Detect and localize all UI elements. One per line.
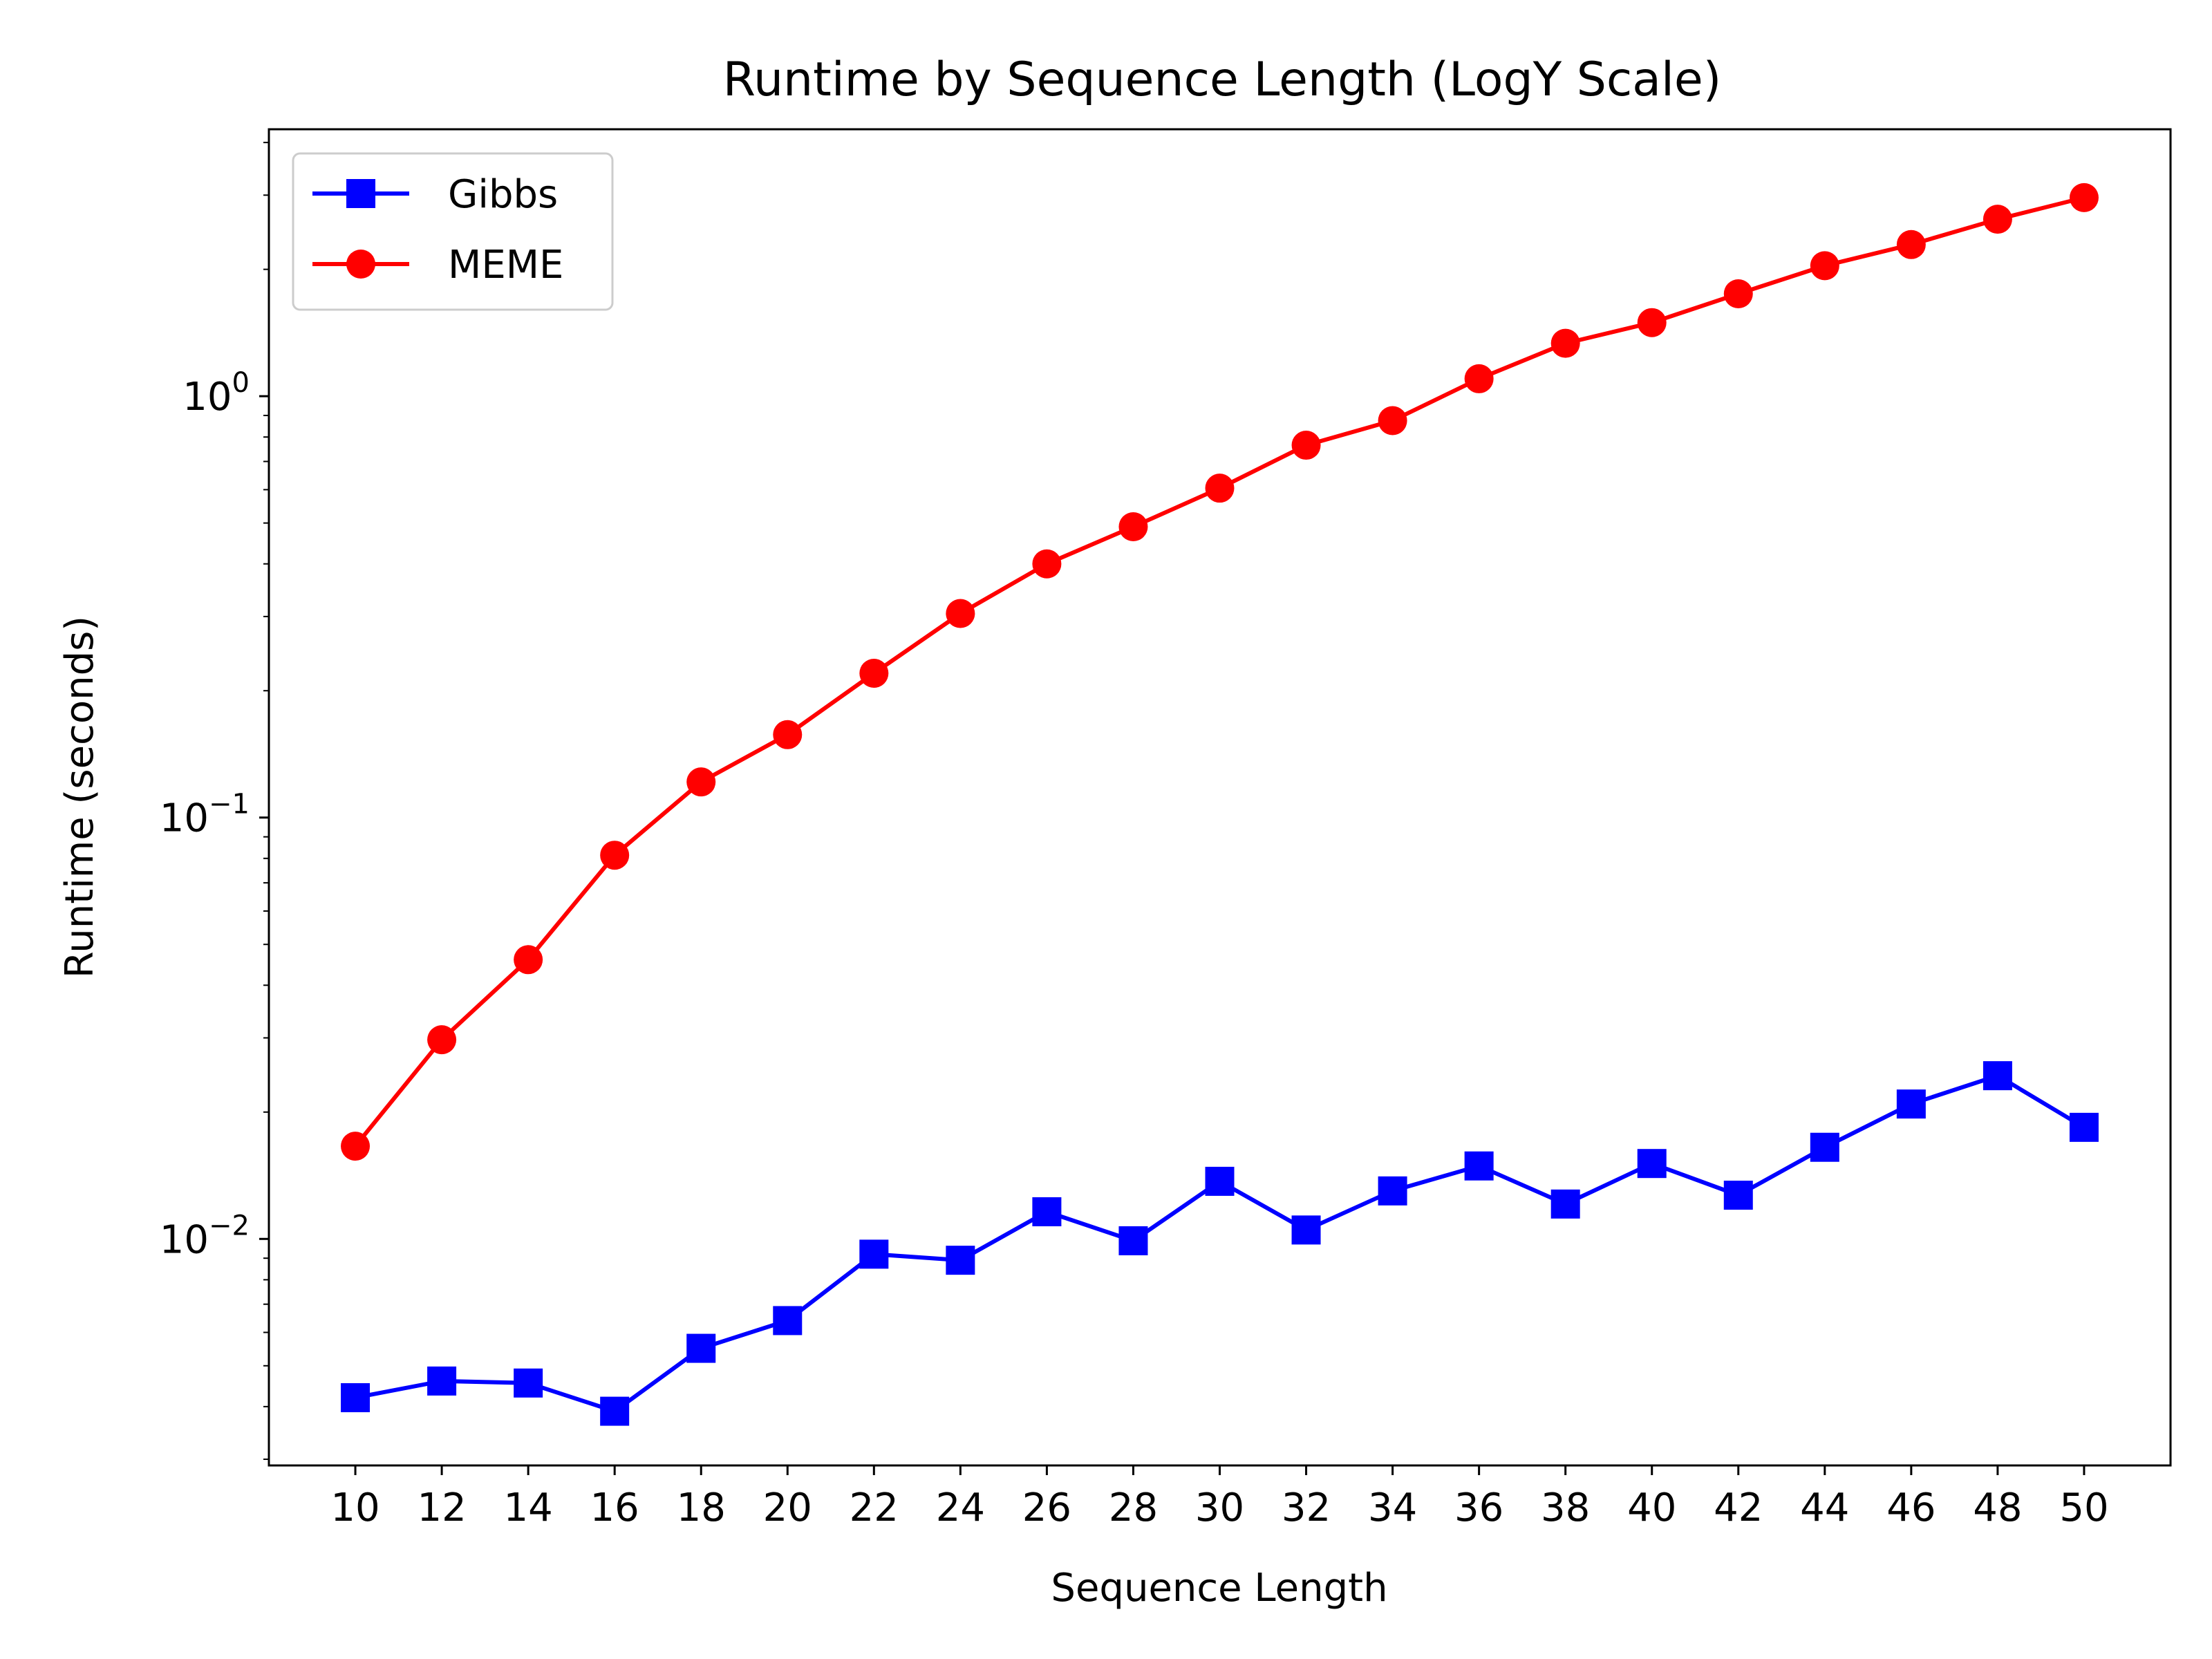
data-point-meme [1723, 279, 1753, 308]
legend: Gibbs MEME [292, 152, 614, 311]
y-tick-exponent: −1 [209, 789, 250, 821]
x-tick-label: 10 [330, 1485, 379, 1530]
data-point-meme [600, 841, 630, 870]
data-point-meme [427, 1025, 457, 1055]
data-point-gibbs [1637, 1149, 1667, 1179]
x-tick-label: 18 [677, 1485, 726, 1530]
data-point-meme [514, 945, 543, 975]
y-axis-label: Runtime (seconds) [57, 616, 102, 978]
data-point-gibbs [773, 1306, 803, 1335]
legend-marker-square [346, 179, 375, 208]
data-point-gibbs [946, 1246, 975, 1275]
legend-entry-gibbs: Gibbs [312, 172, 558, 217]
y-tick-base: 10 [160, 1217, 209, 1262]
data-point-gibbs [2069, 1112, 2099, 1142]
series-layer [341, 182, 2099, 1426]
data-point-gibbs [1983, 1061, 2012, 1091]
data-point-gibbs [1032, 1197, 1062, 1227]
data-point-meme [859, 658, 889, 688]
x-tick-label: 36 [1454, 1485, 1503, 1530]
y-tick-exponent: 0 [232, 367, 250, 399]
data-point-gibbs [1291, 1215, 1321, 1245]
x-tick-label: 30 [1195, 1485, 1244, 1530]
x-axis-label: Sequence Length [1051, 1566, 1387, 1611]
x-tick-label: 12 [417, 1485, 466, 1530]
data-point-gibbs [1378, 1176, 1407, 1206]
x-tick-label: 46 [1886, 1485, 1936, 1530]
x-tick-label: 32 [1282, 1485, 1331, 1530]
data-point-meme [1291, 431, 1321, 460]
data-point-meme [686, 767, 716, 797]
x-tick-label: 40 [1627, 1485, 1676, 1530]
x-tick-label: 42 [1714, 1485, 1763, 1530]
data-point-meme [1810, 251, 1839, 281]
x-tick-label: 24 [936, 1485, 985, 1530]
x-tick-label: 48 [1973, 1485, 2022, 1530]
data-point-meme [1205, 474, 1235, 503]
data-point-gibbs [1810, 1132, 1839, 1162]
x-tick-label: 20 [763, 1485, 812, 1530]
data-point-gibbs [341, 1382, 371, 1412]
x-tick-label: 28 [1109, 1485, 1158, 1530]
data-point-meme [1378, 406, 1407, 435]
x-tick-label: 38 [1541, 1485, 1590, 1530]
x-tick-label: 16 [590, 1485, 639, 1530]
data-point-meme [1550, 328, 1580, 358]
y-tick-label: 10−2 [160, 1210, 250, 1262]
data-point-meme [1464, 364, 1494, 393]
data-point-gibbs [1205, 1166, 1235, 1196]
x-tick-label: 22 [850, 1485, 899, 1530]
x-tick-label: 26 [1022, 1485, 1071, 1530]
legend-label: MEME [448, 243, 563, 288]
data-point-meme [946, 599, 975, 628]
x-tick-label: 50 [2059, 1485, 2108, 1530]
x-tick-label: 34 [1368, 1485, 1417, 1530]
data-point-meme [1983, 205, 2012, 234]
data-point-gibbs [600, 1396, 630, 1426]
data-point-gibbs [514, 1368, 543, 1398]
legend-label: Gibbs [448, 172, 558, 217]
data-point-meme [341, 1132, 371, 1161]
data-point-meme [1032, 549, 1062, 579]
y-tick-exponent: −2 [209, 1210, 250, 1241]
series-gibbs [341, 1061, 2099, 1426]
data-point-gibbs [427, 1366, 457, 1396]
series-meme [341, 182, 2099, 1161]
data-point-gibbs [686, 1333, 716, 1363]
x-axis: 10 12 14 16 18 20 22 24 26 28 30 32 34 36 38 40 42 44 46 48… [330, 1465, 2109, 1530]
data-point-meme [773, 720, 803, 749]
data-point-gibbs [1464, 1151, 1494, 1181]
y-tick-base: 10 [182, 375, 232, 420]
data-point-meme [1118, 512, 1148, 541]
data-point-meme [1637, 308, 1667, 337]
data-point-gibbs [1896, 1089, 1926, 1119]
data-point-meme [1896, 229, 1926, 259]
y-tick-base: 10 [160, 796, 209, 841]
chart-title: Runtime by Sequence Length (LogY Scale) [723, 53, 1721, 107]
data-point-gibbs [1723, 1181, 1753, 1210]
legend-entry-meme: MEME [312, 243, 563, 288]
x-tick-label: 14 [504, 1485, 553, 1530]
legend-marker-circle [346, 250, 375, 279]
y-tick-label: 10−1 [160, 789, 250, 841]
data-point-gibbs [859, 1239, 889, 1269]
y-tick-label: 100 [182, 367, 250, 420]
data-point-meme [2069, 182, 2099, 212]
data-point-gibbs [1550, 1189, 1580, 1219]
x-tick-label: 44 [1800, 1485, 1849, 1530]
data-point-gibbs [1118, 1226, 1148, 1255]
